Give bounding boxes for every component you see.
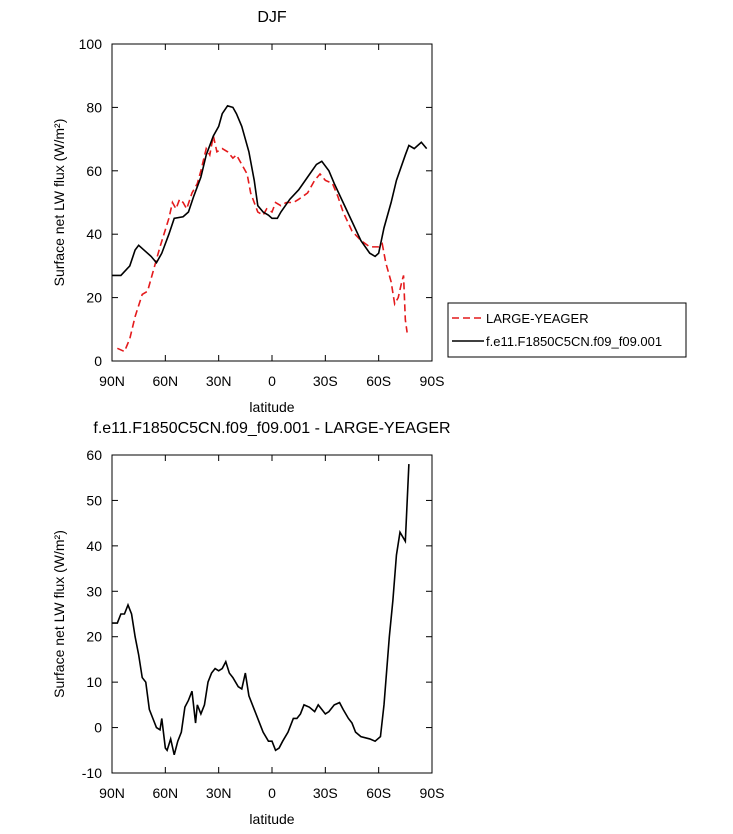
- plot-frame: [111, 43, 433, 362]
- y-tick-label: 100: [79, 36, 103, 52]
- data-line: [117, 135, 408, 353]
- plot-frame: [111, 454, 433, 774]
- x-tick-label: 90N: [99, 785, 125, 801]
- y-axis-label: Surface net LW flux (W/m²): [51, 119, 67, 287]
- y-tick-label: 10: [86, 674, 102, 690]
- y-tick-label: 30: [86, 583, 102, 599]
- y-tick-label: 40: [86, 226, 102, 242]
- data-line: [112, 104, 428, 277]
- x-tick-label: 0: [268, 373, 276, 389]
- y-tick-label: 60: [86, 447, 102, 463]
- x-tick-label: 30S: [313, 785, 338, 801]
- chart-title: DJF: [257, 9, 287, 26]
- x-tick-label: 0: [268, 785, 276, 801]
- x-tick-label: 60N: [152, 373, 178, 389]
- x-tick-label: 60S: [366, 785, 391, 801]
- chart-title: f.e11.F1850C5CN.f09_f09.001 - LARGE-YEAG…: [93, 420, 450, 437]
- legend-label: f.e11.F1850C5CN.f09_f09.001: [486, 334, 662, 349]
- y-tick-label: 40: [86, 538, 102, 554]
- x-tick-label: 90S: [420, 373, 445, 389]
- x-tick-label: 30S: [313, 373, 338, 389]
- y-tick-label: 0: [94, 353, 102, 369]
- x-axis-label: latitude: [249, 399, 294, 415]
- y-tick-label: 0: [94, 720, 102, 736]
- x-tick-label: 90N: [99, 373, 125, 389]
- x-tick-label: 60S: [366, 373, 391, 389]
- x-tick-label: 30N: [206, 785, 232, 801]
- x-tick-label: 90S: [420, 785, 445, 801]
- y-tick-label: -10: [82, 765, 102, 781]
- data-line: [112, 464, 410, 756]
- x-tick-label: 60N: [152, 785, 178, 801]
- y-axis-label: Surface net LW flux (W/m²): [51, 530, 67, 698]
- legend-box: [447, 302, 687, 358]
- legend-label: LARGE-YEAGER: [486, 311, 589, 326]
- y-tick-label: 80: [86, 99, 102, 115]
- x-tick-label: 30N: [206, 373, 232, 389]
- y-tick-label: 20: [86, 629, 102, 645]
- x-axis-label: latitude: [249, 811, 294, 827]
- y-tick-label: 50: [86, 492, 102, 508]
- y-tick-label: 20: [86, 290, 102, 306]
- y-tick-label: 60: [86, 163, 102, 179]
